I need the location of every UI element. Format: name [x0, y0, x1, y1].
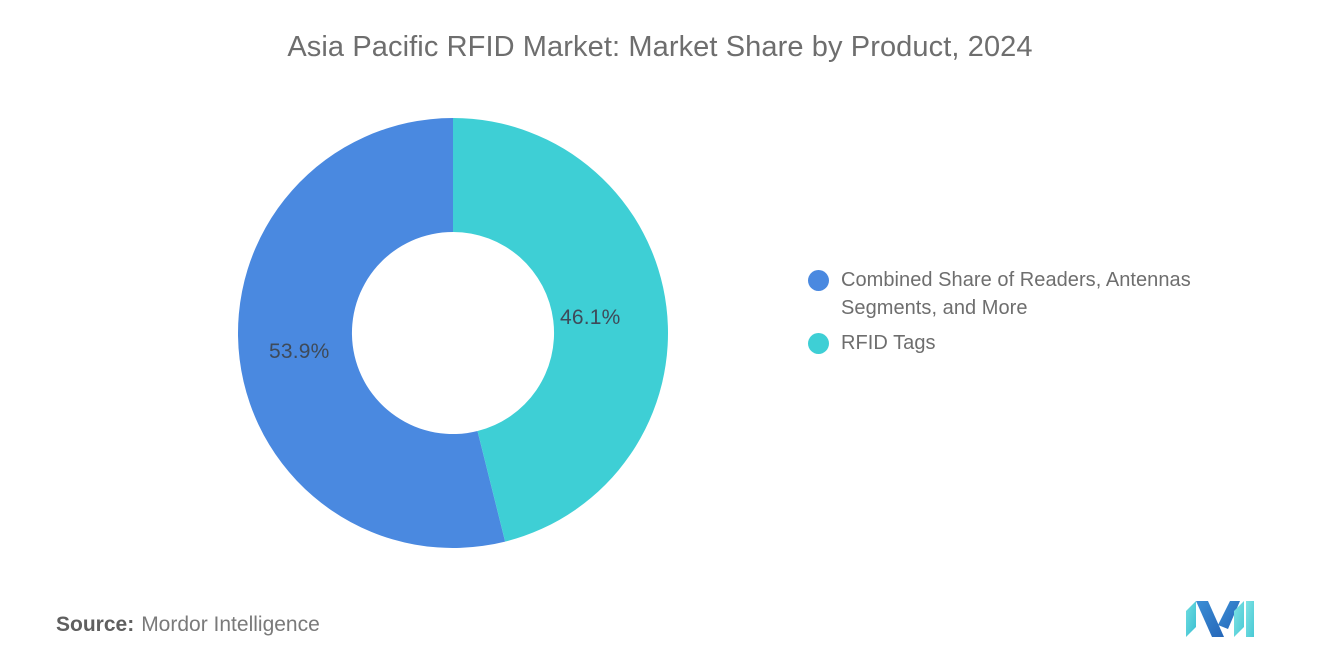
pie-slice-label-combined-share: 53.9%	[269, 340, 330, 363]
source-attribution: Source: Mordor Intelligence	[56, 613, 320, 637]
legend-swatch-teal-icon	[808, 333, 829, 354]
legend-label-combined-share: Combined Share of Readers, Antennas Segm…	[841, 269, 1191, 319]
pie-slice-rfid-tags[interactable]	[453, 118, 668, 542]
brand-logo-svg	[1186, 601, 1254, 637]
chart-legend: Combined Share of Readers, Antennas Segm…	[808, 266, 1278, 364]
source-value: Mordor Intelligence	[141, 613, 320, 636]
chart-title: Asia Pacific RFID Market: Market Share b…	[287, 31, 1033, 63]
legend-label-rfid-tags: RFID Tags	[841, 332, 936, 354]
source-label: Source:	[56, 613, 135, 636]
pie-slice-label-rfid-tags: 46.1%	[560, 306, 621, 329]
legend-swatch-blue-icon	[808, 270, 829, 291]
legend-item-rfid-tags[interactable]: RFID Tags	[808, 329, 1278, 357]
donut-chart: 53.9% 46.1%	[238, 118, 668, 548]
donut-chart-svg	[238, 118, 668, 548]
legend-item-combined-share[interactable]: Combined Share of Readers, Antennas Segm…	[808, 266, 1278, 322]
mordor-intelligence-logo-icon	[1184, 599, 1256, 637]
pie-slice-combined-share[interactable]	[238, 118, 506, 548]
